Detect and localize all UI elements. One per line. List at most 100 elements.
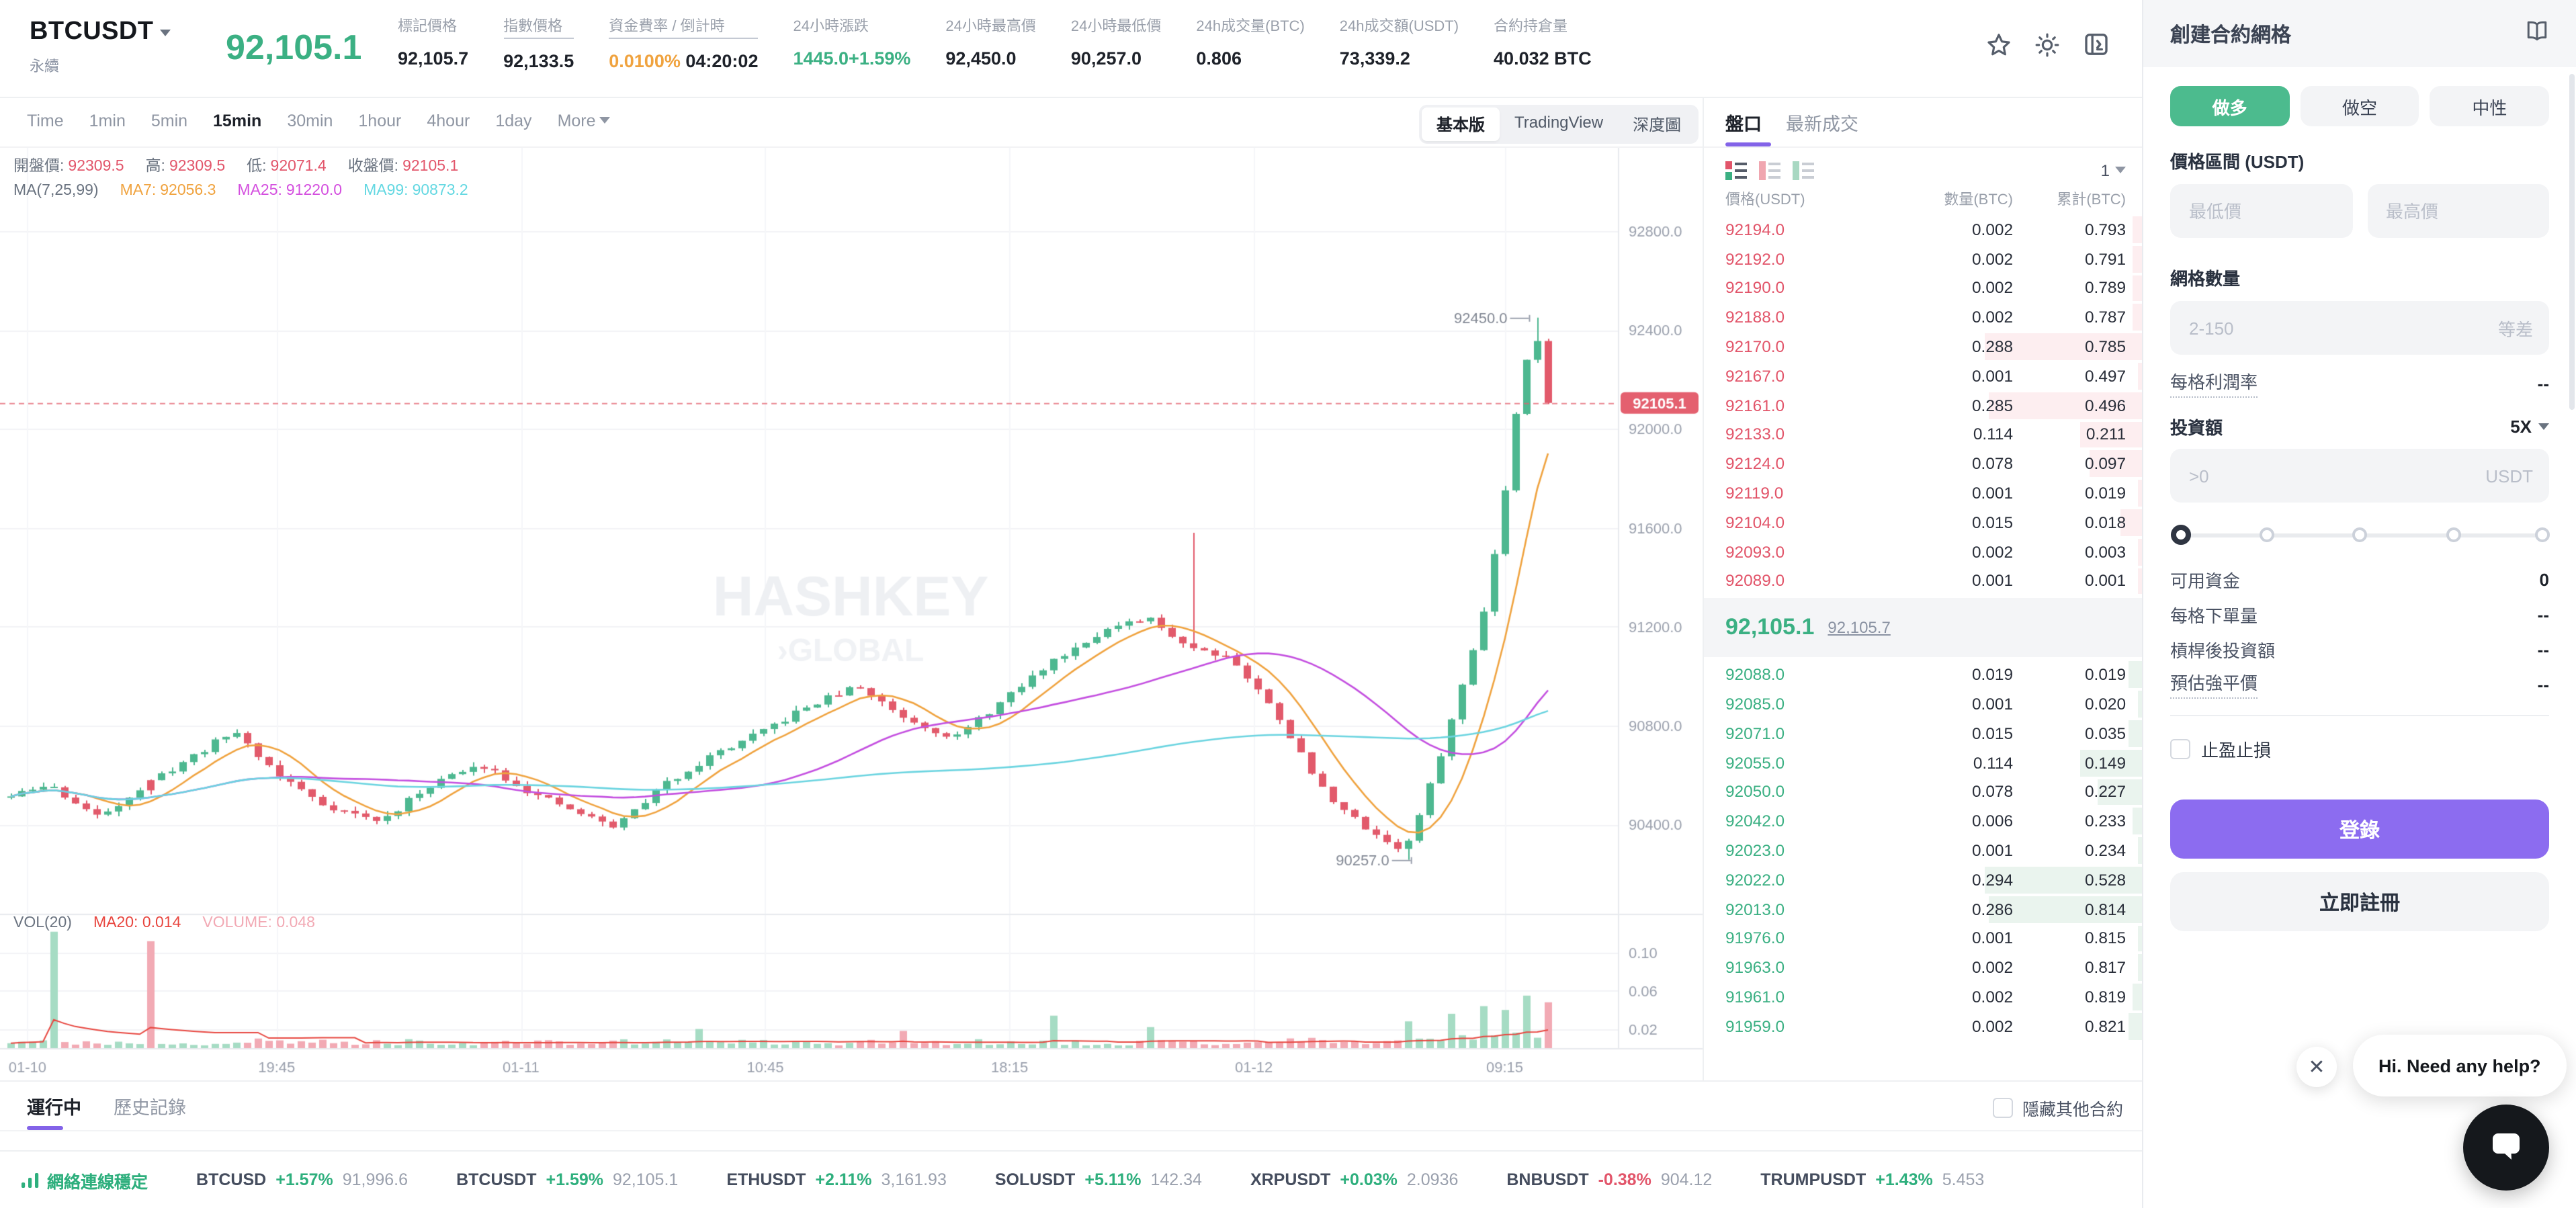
grid-mode-label[interactable]: 等差 bbox=[2497, 319, 2533, 339]
ask-row[interactable]: 92194.0 0.002 0.793 bbox=[1704, 215, 2142, 245]
bid-row[interactable]: 92088.0 0.019 0.019 bbox=[1704, 660, 2142, 690]
investment-input[interactable] bbox=[2186, 464, 2478, 487]
ask-row[interactable]: 92104.0 0.015 0.018 bbox=[1704, 508, 2142, 537]
ask-row[interactable]: 92093.0 0.002 0.003 bbox=[1704, 537, 2142, 567]
side-tab-0[interactable]: 做多 bbox=[2170, 86, 2290, 126]
guide-book-icon[interactable] bbox=[2525, 18, 2549, 49]
depth-bar bbox=[2133, 984, 2142, 1010]
ask-row[interactable]: 92170.0 0.288 0.785 bbox=[1704, 332, 2142, 361]
side-tab-1[interactable]: 做空 bbox=[2300, 86, 2419, 126]
max-price-input[interactable] bbox=[2383, 200, 2533, 222]
hide-other-contracts-checkbox[interactable] bbox=[1992, 1098, 2013, 1118]
bid-row[interactable]: 91976.0 0.001 0.815 bbox=[1704, 924, 2142, 953]
bid-row[interactable]: 92085.0 0.001 0.020 bbox=[1704, 689, 2142, 719]
bid-row[interactable]: 92023.0 0.001 0.234 bbox=[1704, 836, 2142, 865]
investment-slider[interactable] bbox=[2170, 524, 2550, 546]
precision-selector[interactable]: 1 bbox=[2101, 161, 2126, 180]
bid-row[interactable]: 92050.0 0.078 0.227 bbox=[1704, 777, 2142, 807]
book-mode-both-icon[interactable] bbox=[1725, 161, 1747, 180]
theme-sun-icon[interactable] bbox=[2034, 32, 2060, 57]
symbol-selector[interactable]: BTCUSDT 永續 bbox=[30, 17, 171, 77]
bid-row[interactable]: 91959.0 0.002 0.821 bbox=[1704, 1012, 2142, 1041]
ticker-item-BTCUSDT[interactable]: BTCUSDT +1.59% 92,105.1 bbox=[456, 1170, 679, 1189]
book-mode-bids-icon[interactable] bbox=[1793, 161, 1814, 180]
tab-running[interactable]: 運行中 bbox=[27, 1098, 81, 1118]
ask-row[interactable]: 92167.0 0.001 0.497 bbox=[1704, 361, 2142, 391]
view-tab-1[interactable]: TradingView bbox=[1514, 113, 1604, 132]
tab-orderbook[interactable]: 盤口 bbox=[1725, 114, 1762, 134]
chat-launcher-button[interactable] bbox=[2463, 1105, 2549, 1191]
stat-value: 0.0100% 04:20:02 bbox=[609, 51, 759, 71]
ticker-item-SOLUSDT[interactable]: SOLUSDT +5.11% 142.34 bbox=[994, 1170, 1202, 1189]
timeframe-Time[interactable]: Time bbox=[27, 112, 64, 130]
price-range-inputs bbox=[2170, 184, 2549, 238]
ask-row[interactable]: 92133.0 0.114 0.211 bbox=[1704, 420, 2142, 449]
price-chart-canvas[interactable] bbox=[0, 148, 1703, 1080]
bid-row[interactable]: 92071.0 0.015 0.035 bbox=[1704, 719, 2142, 748]
chat-greeting-bubble[interactable]: Hi. Need any help? bbox=[2353, 1035, 2567, 1096]
grid-count-input[interactable] bbox=[2186, 316, 2490, 339]
side-tab-2[interactable]: 中性 bbox=[2430, 86, 2550, 126]
slider-stop-25[interactable] bbox=[2259, 527, 2274, 542]
panel-scrollbar[interactable] bbox=[2569, 74, 2575, 410]
ask-row[interactable]: 92124.0 0.078 0.097 bbox=[1704, 449, 2142, 479]
register-button[interactable]: 立即註冊 bbox=[2170, 872, 2549, 931]
ask-row[interactable]: 92119.0 0.001 0.019 bbox=[1704, 478, 2142, 508]
ticker-item-BTCUSD[interactable]: BTCUSD +1.57% 91,996.6 bbox=[196, 1170, 409, 1189]
timeframe-30min[interactable]: 30min bbox=[287, 112, 333, 130]
stat-value: 0.806 bbox=[1196, 48, 1242, 69]
chat-close-button[interactable]: ✕ bbox=[2296, 1047, 2337, 1087]
tpsl-checkbox[interactable] bbox=[2170, 738, 2190, 759]
view-tab-2[interactable]: 深度圖 bbox=[1633, 116, 1682, 134]
login-button[interactable]: 登錄 bbox=[2170, 800, 2549, 859]
bid-row[interactable]: 92022.0 0.294 0.528 bbox=[1704, 865, 2142, 895]
timeframe-4hour[interactable]: 4hour bbox=[427, 112, 470, 130]
slider-stop-100[interactable] bbox=[2535, 527, 2550, 542]
grid-side-tabs: 做多 做空 中性 bbox=[2170, 86, 2550, 126]
ask-row[interactable]: 92190.0 0.002 0.789 bbox=[1704, 273, 2142, 303]
ticker-item-TRUMPUSDT[interactable]: TRUMPUSDT +1.43% 5.453 bbox=[1760, 1170, 1985, 1189]
min-price-input[interactable] bbox=[2186, 200, 2336, 222]
bid-row[interactable]: 92055.0 0.114 0.149 bbox=[1704, 748, 2142, 778]
favorite-star-icon[interactable] bbox=[1986, 32, 2012, 57]
depth-bar bbox=[2129, 720, 2142, 747]
timeframe-15min[interactable]: 15min bbox=[213, 112, 262, 130]
timeframe-More[interactable]: More bbox=[558, 112, 611, 130]
tpsl-checkbox-row[interactable]: 止盈止損 bbox=[2170, 735, 2549, 762]
slider-stop-75[interactable] bbox=[2446, 527, 2460, 542]
depth-bar bbox=[2080, 421, 2142, 448]
bid-row[interactable]: 91961.0 0.002 0.819 bbox=[1704, 982, 2142, 1012]
ask-row[interactable]: 92192.0 0.002 0.791 bbox=[1704, 245, 2142, 274]
slider-stop-50[interactable] bbox=[2352, 527, 2367, 542]
stat-label: 資金費率 / 倒計時 bbox=[609, 15, 759, 39]
tab-history[interactable]: 歷史記錄 bbox=[114, 1098, 186, 1118]
timeframe-1hour[interactable]: 1hour bbox=[358, 112, 402, 130]
investment-field: USDT bbox=[2170, 449, 2549, 503]
depth-bar bbox=[2129, 661, 2142, 689]
ask-row[interactable]: 92089.0 0.001 0.001 bbox=[1704, 566, 2142, 596]
stat-label: 標記價格 bbox=[398, 19, 457, 35]
market-stat: 指數價格 92,133.5 bbox=[503, 15, 574, 71]
ask-row[interactable]: 92188.0 0.002 0.787 bbox=[1704, 303, 2142, 333]
tab-recent-trades[interactable]: 最新成交 bbox=[1786, 114, 1858, 134]
slider-handle[interactable] bbox=[2170, 525, 2191, 545]
ask-row[interactable]: 92161.0 0.285 0.496 bbox=[1704, 391, 2142, 421]
ticker-item-BNBUSDT[interactable]: BNBUSDT -0.38% 904.12 bbox=[1506, 1170, 1713, 1189]
profit-per-grid-value: -- bbox=[2537, 373, 2549, 393]
leverage-selector[interactable]: 5X bbox=[2510, 416, 2549, 436]
layout-panel-icon[interactable] bbox=[2083, 31, 2110, 58]
bid-row[interactable]: 92042.0 0.006 0.233 bbox=[1704, 807, 2142, 836]
timeframe-5min[interactable]: 5min bbox=[151, 112, 188, 130]
ticker-item-ETHUSDT[interactable]: ETHUSDT +2.11% 3,161.93 bbox=[726, 1170, 947, 1189]
timeframe-1min[interactable]: 1min bbox=[89, 112, 126, 130]
network-status: 網絡連線穩定 bbox=[22, 1167, 148, 1193]
timeframe-1day[interactable]: 1day bbox=[495, 112, 532, 130]
last-price: 92,105.1 bbox=[226, 27, 362, 67]
bid-row[interactable]: 92013.0 0.286 0.814 bbox=[1704, 894, 2142, 924]
ticker-item-XRPUSDT[interactable]: XRPUSDT +0.03% 2.0936 bbox=[1250, 1170, 1459, 1189]
book-mode-asks-icon[interactable] bbox=[1759, 161, 1780, 180]
hide-other-contracts-row[interactable]: 隱藏其他合約 bbox=[1992, 1095, 2123, 1121]
bid-row[interactable]: 91963.0 0.002 0.817 bbox=[1704, 953, 2142, 983]
mid-mark-price[interactable]: 92,105.7 bbox=[1828, 618, 1891, 638]
view-tab-0[interactable]: 基本版 bbox=[1422, 107, 1500, 141]
